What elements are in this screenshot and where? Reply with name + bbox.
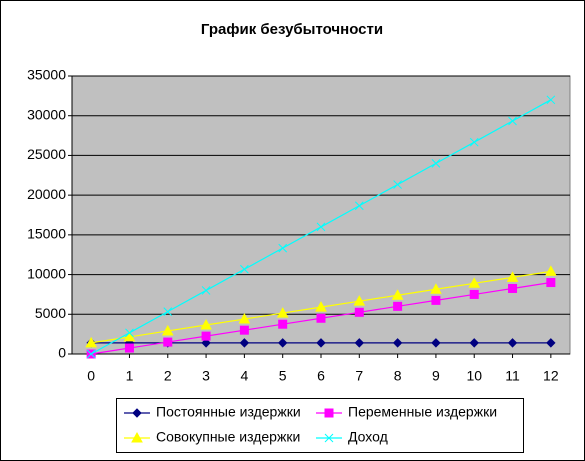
x-tick-label: 0 [87,368,95,384]
marker [316,313,326,323]
marker [85,336,98,348]
marker [278,319,288,329]
x-tick-label: 10 [466,368,482,384]
marker [200,318,212,330]
legend-box [116,398,524,453]
marker [131,431,143,443]
marker [506,271,519,282]
marker [391,289,404,300]
marker [276,307,289,318]
y-tick-label: 25000 [27,146,66,162]
marker [316,338,326,348]
y-tick-label: 30000 [27,106,66,122]
marker [201,286,211,295]
marker [316,222,326,232]
marker [353,295,366,306]
marker [86,349,96,359]
marker [468,277,481,288]
marker [392,338,403,348]
marker [238,313,251,324]
marker [546,278,556,288]
x-tick-label: 11 [505,368,520,384]
marker [430,283,442,294]
marker [507,338,518,348]
marker [354,338,365,348]
y-tick-label: 15000 [27,226,66,242]
chart-title: График безубыточности [201,21,383,38]
marker [544,265,557,276]
legend-label: Постоянные издержки [156,404,301,420]
y-tick-label: 10000 [27,265,66,281]
marker [469,338,479,348]
marker [124,343,134,353]
x-tick-label: 8 [394,368,402,384]
marker [201,338,211,348]
marker [123,330,136,342]
marker [469,137,479,147]
marker [239,338,250,348]
marker [508,116,517,126]
y-tick-label: 35000 [27,67,66,83]
x-tick-label: 7 [355,368,363,384]
y-tick-label: 0 [58,345,66,361]
legend-label: Совокупные издержки [156,429,300,445]
x-tick-label: 2 [164,368,172,384]
y-tick-label: 20000 [27,186,66,202]
x-tick-label: 5 [279,368,287,384]
x-tick-label: 12 [543,368,559,384]
marker [278,243,288,253]
y-tick-label: 5000 [35,305,66,321]
x-tick-label: 4 [240,368,248,384]
legend-label: Переменные издержки [348,404,497,420]
marker [324,408,334,418]
marker [546,95,556,105]
x-tick-label: 1 [126,368,134,384]
marker [393,301,403,311]
x-tick-label: 6 [317,368,325,384]
plot-area [71,75,571,355]
marker [201,331,211,341]
marker [354,201,364,211]
marker [324,433,334,443]
marker [354,307,364,317]
marker [469,289,479,299]
marker [132,408,142,418]
marker [277,338,288,348]
marker [240,264,249,274]
marker [125,328,134,338]
x-tick-label: 3 [202,368,210,384]
marker [239,325,249,335]
marker [315,301,327,312]
x-tick-label: 9 [432,368,440,384]
marker [431,295,441,305]
marker [546,338,556,348]
marker [393,180,402,189]
marker [431,338,441,348]
marker [161,324,174,336]
marker [508,283,518,293]
legend-label: Доход [348,429,388,445]
marker [431,159,441,168]
marker [163,307,173,316]
marker [163,337,173,347]
